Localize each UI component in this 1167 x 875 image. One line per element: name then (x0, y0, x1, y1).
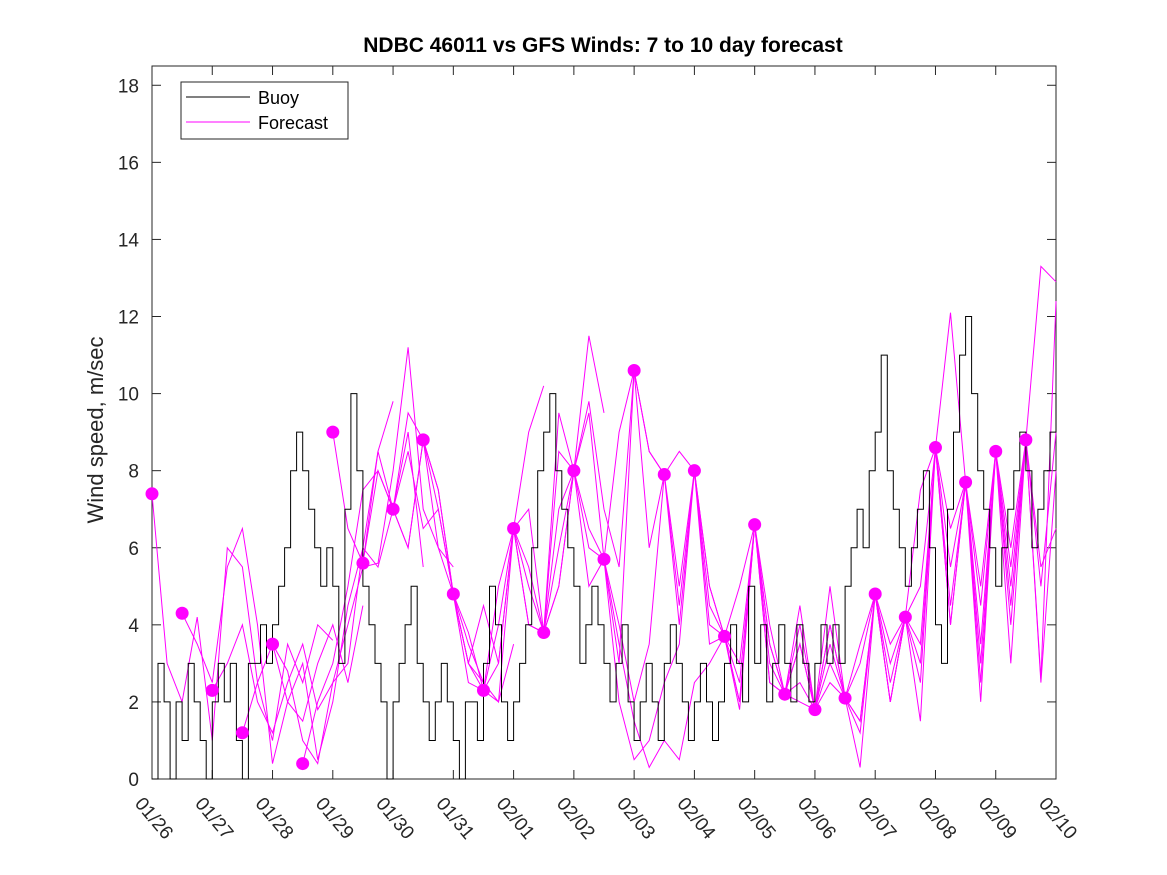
y-axis-label: Wind speed, m/sec (83, 336, 108, 523)
chart-title: NDBC 46011 vs GFS Winds: 7 to 10 day for… (363, 34, 842, 57)
forecast-marker (567, 464, 581, 478)
x-tick-label: 01/30 (371, 794, 418, 844)
forecast-marker (928, 441, 942, 455)
forecast-marker (959, 475, 973, 489)
forecast-marker (868, 587, 882, 601)
forecast-marker (266, 637, 280, 651)
forecast-marker (507, 521, 521, 535)
forecast-marker (235, 726, 249, 740)
legend: Buoy Forecast (180, 81, 349, 140)
legend-buoy-label: Buoy (258, 88, 299, 108)
x-tick-label: 02/07 (853, 794, 900, 844)
x-tick-label: 02/03 (612, 794, 659, 844)
forecast-marker (1019, 433, 1033, 447)
y-tick-label: 18 (118, 76, 139, 97)
forecast-marker (808, 703, 822, 717)
x-tick-label: 02/10 (1034, 794, 1081, 844)
x-tick-label: 01/26 (130, 794, 177, 844)
forecast-line (904, 432, 1057, 664)
x-tick-label: 01/29 (311, 794, 358, 844)
buoy-line (152, 316, 1057, 780)
forecast-marker (687, 464, 701, 478)
x-tick-label: 02/04 (673, 794, 720, 844)
forecast-marker (898, 610, 912, 624)
y-tick-label: 16 (118, 153, 139, 174)
forecast-marker (627, 363, 641, 377)
y-tick-label: 14 (118, 230, 140, 251)
y-tick-label: 12 (118, 308, 139, 329)
forecast-marker (416, 433, 430, 447)
marker-layer (145, 363, 1033, 771)
y-tick-label: 10 (118, 385, 139, 406)
y-tick-label: 8 (128, 462, 139, 483)
forecast-marker (748, 518, 762, 532)
y-tick-label: 0 (128, 770, 139, 791)
forecast-marker (838, 691, 852, 705)
forecast-marker (145, 487, 159, 501)
forecast-marker (175, 606, 189, 620)
x-tick-label: 02/09 (974, 794, 1021, 844)
y-tick-label: 4 (128, 616, 139, 637)
forecast-marker (386, 502, 400, 516)
y-axis: 0 2 4 6 8 10 12 14 16 18 (118, 76, 1056, 791)
forecast-marker (296, 757, 310, 771)
forecast-marker (356, 556, 370, 570)
forecast-marker (657, 468, 671, 482)
x-tick-label: 02/08 (914, 794, 961, 844)
legend-forecast-label: Forecast (258, 113, 328, 133)
forecast-marker (537, 626, 551, 640)
x-tick-label: 02/02 (552, 794, 599, 844)
forecast-marker (476, 683, 490, 697)
x-tick-label: 02/05 (733, 794, 780, 844)
forecast-marker (778, 687, 792, 701)
forecast-marker (205, 683, 219, 697)
x-tick-label: 01/27 (190, 794, 237, 844)
forecast-marker (326, 425, 340, 439)
forecast-marker (597, 552, 611, 566)
y-tick-label: 6 (128, 539, 139, 560)
y-tick-label: 2 (128, 693, 139, 714)
x-tick-label: 01/28 (251, 794, 298, 844)
x-tick-label: 02/06 (793, 794, 840, 844)
forecast-line (181, 526, 364, 764)
forecast-marker (718, 629, 732, 643)
x-tick-label: 01/31 (432, 794, 479, 844)
x-tick-label: 02/01 (492, 794, 539, 844)
legend-box (180, 81, 349, 140)
forecast-line (965, 439, 1057, 664)
forecast-marker (989, 444, 1003, 458)
forecast-marker (446, 587, 460, 601)
